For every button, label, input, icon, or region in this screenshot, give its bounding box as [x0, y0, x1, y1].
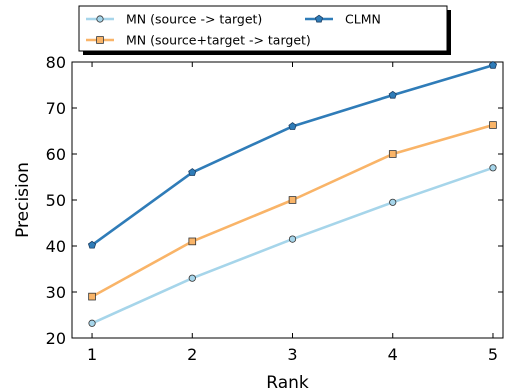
- data-point: [88, 292, 96, 301]
- x-tick-label: 2: [187, 345, 197, 364]
- legend: MN (source -> target) MN (source+target -…: [78, 5, 451, 55]
- data-point: [488, 60, 498, 69]
- legend-swatch-marker: [314, 14, 324, 23]
- x-tick-label: 1: [87, 345, 97, 364]
- data-point: [87, 240, 97, 249]
- legend-label: MN (source+target -> target): [126, 33, 311, 48]
- data-point: [388, 90, 397, 99]
- y-axis-title: Precision: [13, 162, 33, 238]
- y-tick-label: 20: [46, 329, 66, 348]
- legend-box: [78, 5, 448, 52]
- data-point: [388, 150, 397, 158]
- x-tick-label: 5: [488, 345, 498, 364]
- data-point: [288, 196, 297, 204]
- x-tick-label: 4: [388, 345, 398, 364]
- legend-swatch-marker: [96, 36, 104, 44]
- y-tick-label: 80: [46, 53, 66, 72]
- series-0: [88, 164, 497, 327]
- data-point: [489, 121, 497, 129]
- legend-label: MN (source -> target): [126, 12, 262, 27]
- data-point: [188, 237, 197, 246]
- legend-item: MN (source+target -> target): [86, 33, 311, 48]
- data-point: [288, 122, 297, 130]
- data-point: [288, 235, 297, 243]
- data-point: [188, 274, 196, 282]
- series-2: [87, 60, 498, 249]
- legend-item: MN (source -> target): [86, 12, 262, 27]
- data-point: [489, 164, 497, 172]
- y-tick-label: 30: [46, 283, 66, 302]
- y-tick-label: 50: [46, 191, 66, 210]
- y-tick-label: 70: [46, 99, 66, 118]
- y-tick-label: 40: [46, 237, 66, 256]
- x-axis-title: Rank: [266, 373, 309, 392]
- data-point: [389, 198, 397, 206]
- plot-frame: [71, 61, 504, 339]
- series-line: [91, 123, 494, 298]
- series-line: [91, 166, 494, 325]
- legend-label: CLMN: [345, 12, 381, 27]
- series-line: [91, 63, 494, 247]
- legend-swatch-marker: [96, 15, 104, 23]
- legend-item: CLMN: [305, 12, 381, 27]
- y-tick-label: 60: [46, 145, 66, 164]
- x-tick-label: 3: [287, 345, 297, 364]
- data-point: [88, 319, 96, 327]
- series-1: [88, 121, 497, 301]
- data-point: [188, 168, 197, 176]
